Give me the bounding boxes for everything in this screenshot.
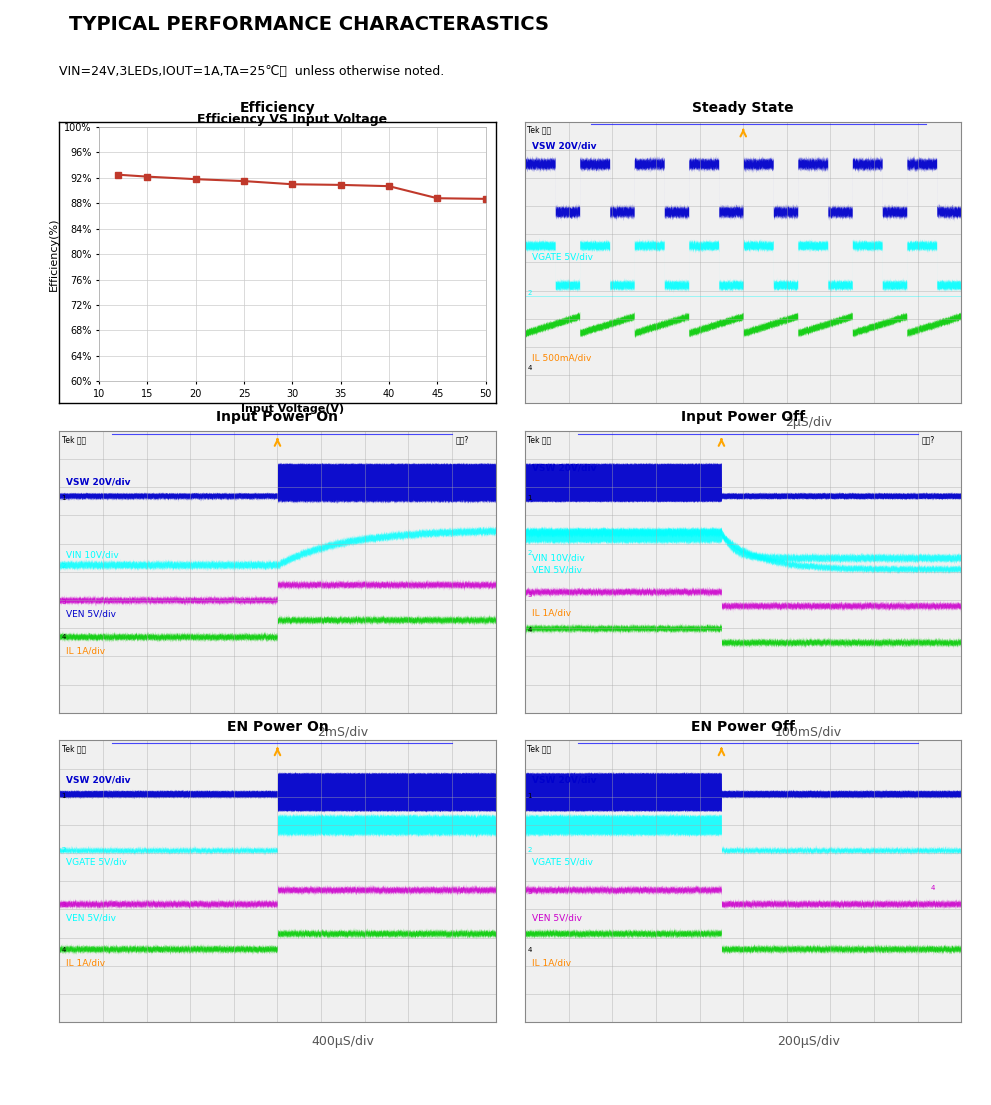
Text: 1: 1 <box>61 793 66 799</box>
Y-axis label: Efficiency(%): Efficiency(%) <box>49 218 58 291</box>
Title: Efficiency VS Input Voltage: Efficiency VS Input Voltage <box>197 113 387 126</box>
Text: IL 1A/div: IL 1A/div <box>66 958 105 968</box>
Text: 2: 2 <box>61 562 66 569</box>
Text: Input Power Off: Input Power Off <box>681 410 806 424</box>
Text: 1: 1 <box>527 793 532 799</box>
Text: 4: 4 <box>527 365 532 370</box>
Text: 2: 2 <box>61 846 66 853</box>
Text: Input Power On: Input Power On <box>216 410 339 424</box>
Text: 4: 4 <box>61 634 66 641</box>
Text: EN Power Off: EN Power Off <box>692 719 795 734</box>
Text: VSW 20V/div: VSW 20V/div <box>532 463 597 472</box>
Text: 100mS/div: 100mS/div <box>775 726 842 738</box>
Text: 3: 3 <box>527 888 532 895</box>
Text: Tek 停止: Tek 停止 <box>527 126 552 135</box>
Text: IL 1A/div: IL 1A/div <box>532 608 571 618</box>
Text: VSW 20V/div: VSW 20V/div <box>532 141 597 150</box>
Text: VEN 5V/div: VEN 5V/div <box>66 914 116 923</box>
Text: IL 1A/div: IL 1A/div <box>532 958 571 968</box>
Text: 2: 2 <box>527 846 532 853</box>
Text: VSW 20V/div: VSW 20V/div <box>532 776 597 785</box>
Text: VSW 20V/div: VSW 20V/div <box>66 477 131 486</box>
Text: Tek 停止: Tek 停止 <box>527 745 552 754</box>
Text: 400μS/div: 400μS/div <box>311 1035 375 1048</box>
Text: VIN 10V/div: VIN 10V/div <box>66 550 119 559</box>
Text: VIN 10V/div: VIN 10V/div <box>532 554 585 562</box>
Text: 2: 2 <box>527 290 532 296</box>
Text: 2mS/div: 2mS/div <box>317 726 369 738</box>
Text: IL 500mA/div: IL 500mA/div <box>532 354 592 362</box>
Text: 1: 1 <box>527 495 532 501</box>
Text: Tek 停止: Tek 停止 <box>61 745 86 754</box>
Text: Tek 运行: Tek 运行 <box>61 435 86 444</box>
Text: Efficiency: Efficiency <box>240 101 315 115</box>
Text: 2: 2 <box>527 550 532 556</box>
Text: 3: 3 <box>61 902 66 907</box>
Text: 3: 3 <box>61 599 66 606</box>
Text: 200μS/div: 200μS/div <box>777 1035 840 1048</box>
Text: 2μS/div: 2μS/div <box>785 417 832 429</box>
Text: 4: 4 <box>931 885 936 891</box>
Text: IL 1A/div: IL 1A/div <box>66 646 105 655</box>
Text: VEN 5V/div: VEN 5V/div <box>532 566 582 575</box>
Text: 4: 4 <box>61 947 66 953</box>
Text: 3: 3 <box>527 592 532 598</box>
Text: TYPICAL PERFORMANCE CHARACTERASTICS: TYPICAL PERFORMANCE CHARACTERASTICS <box>69 15 549 34</box>
Text: VSW 20V/div: VSW 20V/div <box>66 776 131 785</box>
Text: VEN 5V/div: VEN 5V/div <box>66 610 116 619</box>
Text: 4: 4 <box>527 947 532 953</box>
Text: VEN 5V/div: VEN 5V/div <box>532 914 582 923</box>
X-axis label: Input Voltage(V): Input Voltage(V) <box>241 404 344 414</box>
Text: 1: 1 <box>61 495 66 501</box>
Text: Tek 运行: Tek 运行 <box>527 435 552 444</box>
Text: VIN=24V,3LEDs,IOUT=1A,TA=25℃，  unless otherwise noted.: VIN=24V,3LEDs,IOUT=1A,TA=25℃， unless oth… <box>59 65 445 78</box>
Text: 触发?: 触发? <box>456 435 470 444</box>
Text: VGATE 5V/div: VGATE 5V/div <box>532 252 593 261</box>
Text: 4: 4 <box>527 628 532 633</box>
Text: Steady State: Steady State <box>693 101 794 115</box>
Text: VGATE 5V/div: VGATE 5V/div <box>66 857 127 866</box>
Text: EN Power On: EN Power On <box>227 719 328 734</box>
Text: VGATE 5V/div: VGATE 5V/div <box>532 857 593 866</box>
Text: 触发?: 触发? <box>922 435 936 444</box>
